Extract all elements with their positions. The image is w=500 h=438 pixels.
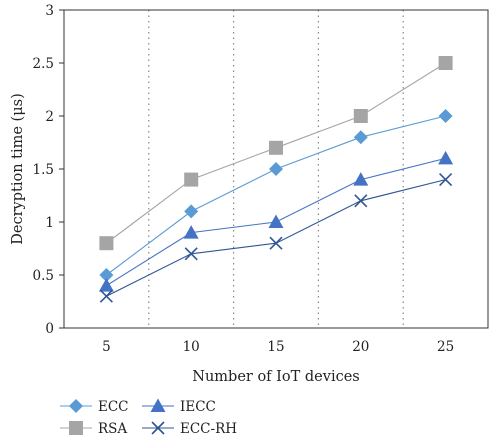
data-point-iecc bbox=[438, 150, 454, 165]
y-tick-label: 1.5 bbox=[33, 162, 54, 178]
y-tick-label: 1 bbox=[45, 215, 54, 231]
data-point-ecc-rh bbox=[269, 236, 283, 250]
data-point-ecc bbox=[184, 204, 199, 219]
data-point-iecc bbox=[183, 225, 199, 239]
data-point-rsa bbox=[438, 56, 453, 70]
data-point-iecc bbox=[268, 214, 284, 228]
legend-item-ecc: ECC bbox=[60, 399, 129, 415]
legend-item-rsa: RSA bbox=[60, 421, 127, 437]
x-axis-title: Number of IoT devices bbox=[192, 369, 359, 385]
x-tick-label: 10 bbox=[183, 339, 200, 355]
legend-marker bbox=[150, 398, 166, 412]
series-group bbox=[98, 56, 454, 303]
legend-marker bbox=[69, 399, 83, 413]
data-point-ecc bbox=[269, 162, 283, 176]
y-tick-label: 0.5 bbox=[33, 268, 54, 284]
legend-item-ecc-rh: ECC-RH bbox=[142, 421, 237, 437]
x-tick-label: 5 bbox=[102, 339, 111, 355]
series-line-ecc-rh bbox=[106, 179, 446, 297]
x-tick-label: 25 bbox=[437, 339, 454, 355]
data-point-ecc-rh bbox=[439, 173, 453, 187]
legend-label: RSA bbox=[98, 421, 127, 437]
legend-label: ECC bbox=[98, 399, 129, 415]
y-tick-label: 0 bbox=[45, 321, 54, 337]
legend-marker bbox=[151, 421, 165, 435]
legend-marker bbox=[69, 421, 83, 435]
data-point-iecc bbox=[353, 172, 369, 186]
x-tick-label: 20 bbox=[352, 339, 369, 355]
series-ecc bbox=[99, 109, 453, 282]
y-tick-label: 2.5 bbox=[33, 56, 54, 72]
series-rsa bbox=[99, 56, 453, 251]
data-point-rsa bbox=[353, 109, 368, 123]
data-point-ecc bbox=[99, 268, 114, 282]
y-tick-label: 3 bbox=[45, 3, 54, 19]
series-iecc bbox=[98, 150, 454, 292]
axis-ticks: 0 0.5 1 1.5 2 2.5 3 5 10 15 20 25 bbox=[33, 3, 455, 355]
series-line-ecc bbox=[106, 115, 446, 276]
series-ecc-rh bbox=[99, 173, 453, 303]
data-point-rsa bbox=[184, 172, 199, 187]
data-point-ecc bbox=[438, 109, 453, 123]
legend-label: IECC bbox=[180, 399, 216, 415]
y-tick-label: 2 bbox=[45, 109, 54, 125]
legend-label: ECC-RH bbox=[180, 421, 237, 437]
data-point-ecc-rh bbox=[354, 194, 368, 208]
data-point-ecc bbox=[353, 130, 368, 145]
data-point-ecc-rh bbox=[184, 247, 198, 261]
data-point-iecc bbox=[98, 278, 114, 292]
y-axis-title: Decryption time (μs) bbox=[10, 93, 26, 244]
data-point-rsa bbox=[99, 236, 114, 251]
legend-item-iecc: IECC bbox=[142, 398, 216, 415]
data-point-rsa bbox=[269, 140, 283, 155]
x-tick-label: 15 bbox=[267, 339, 284, 355]
data-point-ecc-rh bbox=[99, 289, 113, 303]
legend: ECC IECC RSA ECC-RH bbox=[60, 398, 237, 437]
